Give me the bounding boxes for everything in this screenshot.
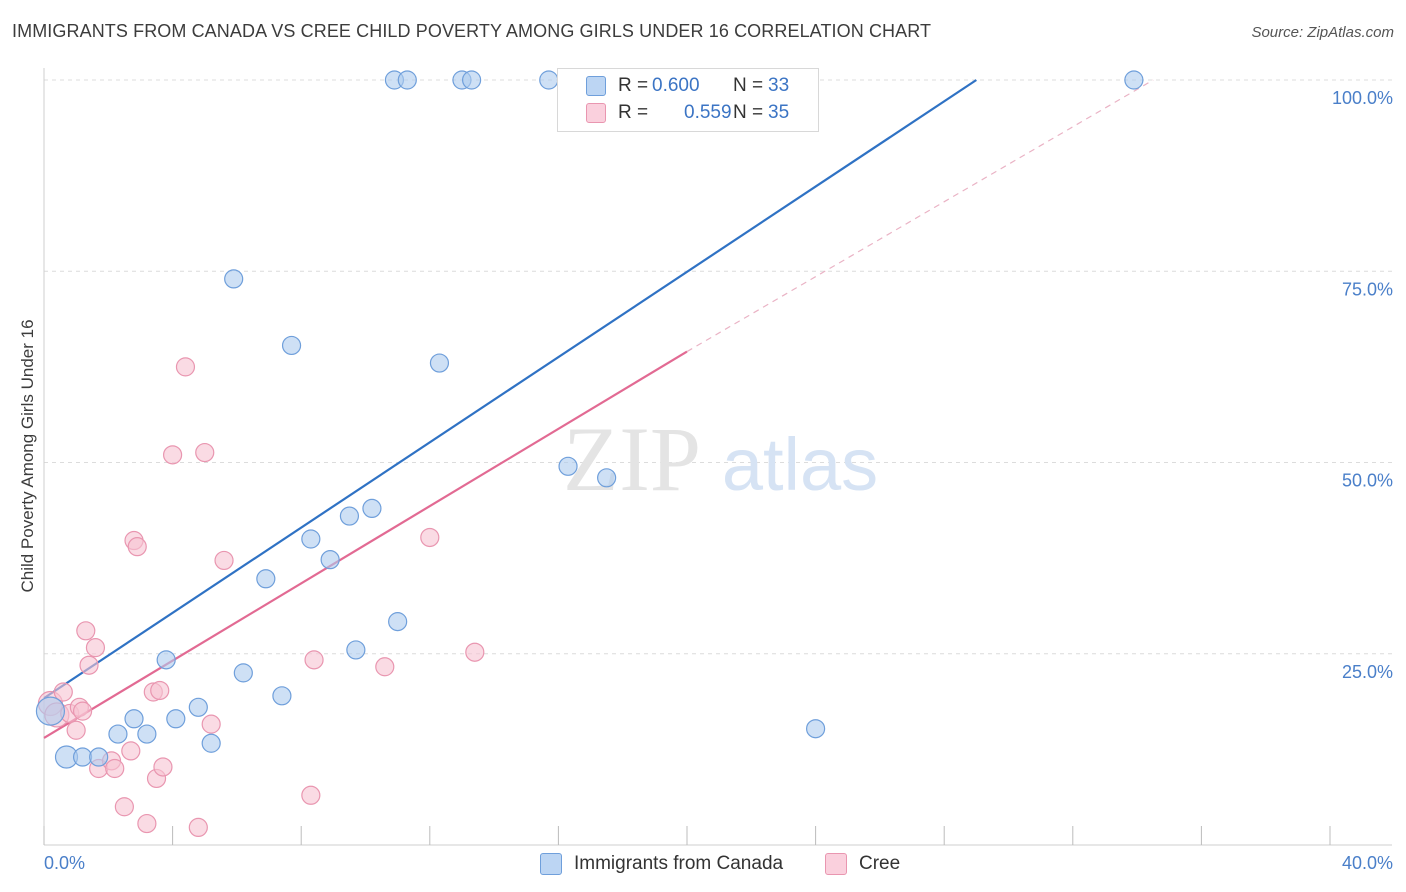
point-canada — [429, 353, 450, 373]
point-cree — [214, 550, 234, 571]
point-cree — [420, 527, 440, 548]
r-label: R = — [618, 102, 649, 123]
grid-lines — [44, 79, 1392, 655]
point-canada — [539, 70, 559, 90]
trendline-canada — [43, 79, 977, 700]
point-cree — [121, 741, 141, 761]
point-cree — [79, 655, 99, 675]
point-cree — [304, 650, 324, 670]
point-canada — [137, 724, 157, 744]
r-label: R = — [618, 75, 649, 96]
point-canada — [201, 733, 221, 753]
watermark-atlas: atlas — [722, 423, 878, 506]
point-canada — [346, 640, 366, 660]
point-canada — [1124, 70, 1144, 90]
point-cree — [127, 537, 147, 557]
point-cree — [153, 757, 173, 777]
point-canada — [166, 709, 186, 729]
legend-swatch-blue — [540, 853, 562, 875]
point-canada — [233, 663, 253, 683]
n-label: N = — [733, 102, 764, 123]
point-cree — [375, 657, 395, 677]
legend-swatch-pink — [825, 853, 847, 875]
trendline-cree-extension — [686, 79, 1154, 353]
point-cree — [163, 445, 183, 465]
y-tick-label: 100.0% — [1332, 88, 1393, 108]
point-canada — [362, 498, 382, 518]
point-cree — [465, 642, 485, 662]
point-canada — [461, 70, 482, 90]
tick-labels: 25.0% 50.0% 75.0% 100.0% 0.0% 40.0% — [44, 88, 1393, 873]
point-canada — [35, 696, 66, 726]
point-cree — [195, 442, 215, 463]
point-cree — [72, 701, 93, 721]
point-canada — [339, 506, 360, 526]
n-label: N = — [733, 75, 764, 96]
point-canada — [124, 709, 144, 729]
point-canada — [301, 529, 321, 549]
point-canada — [558, 456, 578, 476]
trendline-cree — [43, 350, 688, 739]
chart-title: IMMIGRANTS FROM CANADA VS CREE CHILD POV… — [12, 21, 932, 41]
point-cree — [175, 357, 196, 377]
point-cree — [76, 621, 96, 641]
point-canada — [388, 612, 408, 632]
chart-source: Source: ZipAtlas.com — [1251, 24, 1394, 41]
point-canada — [397, 70, 417, 90]
point-cree — [114, 797, 134, 817]
point-canada — [281, 335, 302, 356]
correlation-legend: R = 0.600 N = 33 R = 0.559 N = 35 — [557, 68, 819, 132]
x-tick-label: 40.0% — [1342, 853, 1393, 873]
legend-swatch-pink — [586, 103, 606, 123]
y-axis-label: Child Poverty Among Girls Under 16 — [18, 319, 37, 592]
point-cree — [66, 720, 86, 740]
point-cree — [201, 714, 221, 734]
n-value: 33 — [768, 75, 790, 96]
point-canada — [597, 468, 617, 488]
point-canada — [272, 686, 292, 706]
point-canada — [224, 269, 244, 289]
bottom-legend-cree: Cree — [825, 852, 900, 876]
point-canada — [108, 724, 128, 744]
r-value: 0.559 — [684, 102, 732, 123]
point-cree — [301, 785, 321, 805]
legend-label-canada: Immigrants from Canada — [574, 853, 784, 874]
point-cree — [137, 813, 157, 834]
legend-swatch-blue — [586, 76, 606, 96]
point-canada — [89, 747, 109, 767]
y-tick-label: 50.0% — [1342, 471, 1393, 491]
trendlines — [43, 79, 1154, 739]
axes — [43, 68, 1392, 846]
point-cree — [188, 817, 208, 838]
watermark-zip: ZIP — [563, 408, 701, 510]
bottom-legend-canada: Immigrants from Canada — [540, 852, 783, 876]
point-canada — [188, 697, 208, 717]
point-canada — [72, 747, 93, 767]
x-tick-label: 0.0% — [44, 853, 85, 873]
point-canada — [320, 550, 340, 570]
point-cree — [85, 638, 106, 658]
r-value: 0.600 — [652, 75, 700, 96]
point-canada — [256, 569, 276, 589]
y-tick-label: 25.0% — [1342, 662, 1393, 682]
point-canada — [156, 650, 176, 670]
point-cree — [150, 680, 170, 701]
y-tick-label: 75.0% — [1342, 279, 1393, 299]
legend-label-cree: Cree — [859, 853, 901, 874]
point-canada — [805, 719, 826, 739]
point-cree — [105, 758, 125, 779]
point-cree — [53, 682, 73, 702]
n-value: 35 — [768, 102, 790, 123]
